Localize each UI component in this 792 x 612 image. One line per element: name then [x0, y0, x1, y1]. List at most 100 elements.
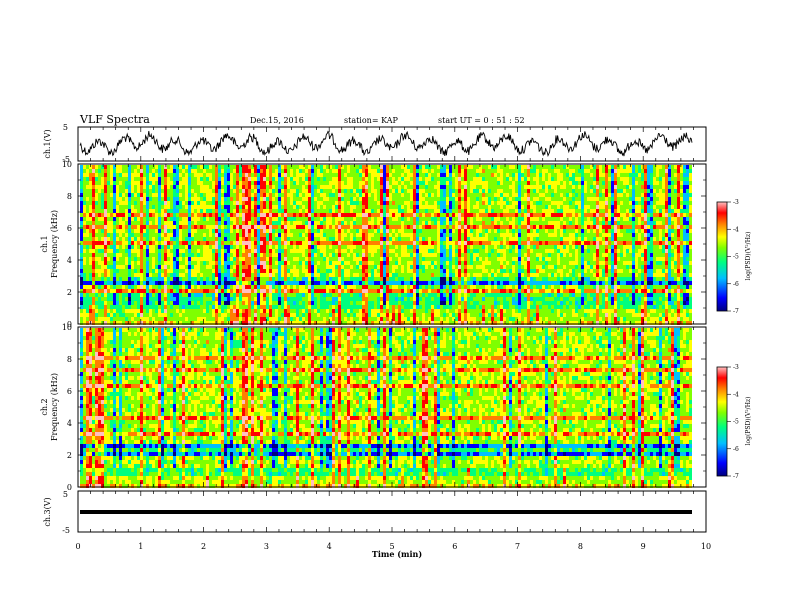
spectrogram-cell — [125, 265, 128, 269]
spectrogram-cell — [260, 253, 263, 257]
spectrogram-cell — [200, 177, 203, 181]
spectrogram-cell — [383, 261, 386, 265]
spectrogram-cell — [92, 213, 95, 217]
spectrogram-cell — [422, 205, 425, 209]
spectrogram-cell — [434, 205, 437, 209]
spectrogram-cell — [155, 217, 158, 221]
spectrogram-cell — [287, 217, 290, 221]
spectrogram-cell — [230, 209, 233, 213]
spectrogram-cell — [101, 213, 104, 217]
spectrogram-cell — [161, 181, 164, 185]
spectrogram-cell — [209, 245, 212, 249]
spectrogram-cell — [338, 217, 341, 221]
spectrogram-cell — [206, 285, 209, 289]
spectrogram-cell — [251, 293, 254, 297]
spectrogram-cell — [104, 197, 107, 201]
spectrogram-cell — [149, 173, 152, 177]
spectrogram-cell — [434, 285, 437, 289]
spectrogram-cell — [182, 233, 185, 237]
spectrogram-cell — [80, 261, 83, 265]
spectrogram-cell — [194, 241, 197, 245]
spectrogram-cell — [302, 273, 305, 277]
spectrogram-cell — [242, 277, 245, 281]
spectrogram-cell — [431, 209, 434, 213]
spectrogram-cell — [212, 217, 215, 221]
spectrogram-cell — [290, 173, 293, 177]
spectrogram-cell — [131, 205, 134, 209]
spectrogram-cell — [278, 309, 281, 313]
spectrogram-cell — [182, 305, 185, 309]
spectrogram-cell — [185, 317, 188, 321]
spectrogram-cell — [356, 257, 359, 261]
spectrogram-cell — [164, 293, 167, 297]
spectrogram-cell — [353, 193, 356, 197]
spectrogram-cell — [305, 221, 308, 225]
spectrogram-cell — [158, 233, 161, 237]
spectrogram-cell — [113, 217, 116, 221]
spectrogram-cell — [149, 201, 152, 205]
spectrogram-cell — [437, 229, 440, 233]
spectrogram-cell — [86, 229, 89, 233]
spectrogram-cell — [380, 257, 383, 261]
spectrogram-cell — [362, 197, 365, 201]
spectrogram-cell — [431, 265, 434, 269]
spectrogram-cell — [263, 309, 266, 313]
spectrogram-cell — [155, 277, 158, 281]
spectrogram-cell — [236, 209, 239, 213]
spectrogram-cell — [251, 253, 254, 257]
spectrogram-cell — [191, 197, 194, 201]
spectrogram-cell — [362, 193, 365, 197]
spectrogram-cell — [242, 241, 245, 245]
spectrogram-cell — [293, 257, 296, 261]
spectrogram-cell — [215, 225, 218, 229]
spectrogram-cell — [428, 197, 431, 201]
spectrogram-cell — [92, 197, 95, 201]
spectrogram-cell — [203, 221, 206, 225]
spectrogram-cell — [98, 309, 101, 313]
spectrogram-cell — [131, 193, 134, 197]
spectrogram-cell — [278, 261, 281, 265]
spectrogram-cell — [83, 301, 86, 305]
spectrogram-cell — [374, 217, 377, 221]
spectrogram-cell — [422, 253, 425, 257]
spectrogram-cell — [221, 233, 224, 237]
spectrogram-cell — [326, 177, 329, 181]
spectrogram-cell — [221, 217, 224, 221]
spectrogram-cell — [380, 309, 383, 313]
spectrogram-cell — [368, 221, 371, 225]
spectrogram-cell — [365, 269, 368, 273]
spectrogram-cell — [434, 181, 437, 185]
spectrogram-cell — [212, 301, 215, 305]
spectrogram-cell — [266, 265, 269, 269]
spectrogram-cell — [278, 221, 281, 225]
spectrogram-cell — [302, 285, 305, 289]
spectrogram-cell — [176, 269, 179, 273]
spectrogram-cell — [356, 189, 359, 193]
spectrogram-cell — [290, 201, 293, 205]
spectrogram-cell — [314, 313, 317, 317]
spectrogram-cell — [317, 281, 320, 285]
spectrogram-cell — [371, 185, 374, 189]
spectrogram-cell — [269, 169, 272, 173]
spectrogram-cell — [374, 253, 377, 257]
spectrogram-cell — [311, 317, 314, 321]
spectrogram-cell — [80, 205, 83, 209]
spectrogram-cell — [359, 185, 362, 189]
spectrogram-cell — [197, 297, 200, 301]
spectrogram-cell — [284, 249, 287, 253]
spectrogram-cell — [443, 273, 446, 277]
spectrogram-cell — [251, 217, 254, 221]
spectrogram-cell — [416, 169, 419, 173]
spectrogram-cell — [161, 261, 164, 265]
spectrogram-cell — [197, 245, 200, 249]
spectrogram-cell — [239, 221, 242, 225]
spectrogram-cell — [299, 301, 302, 305]
spectrogram-cell — [245, 193, 248, 197]
spectrogram-cell — [263, 301, 266, 305]
spectrogram-cell — [410, 273, 413, 277]
spectrogram-cell — [347, 293, 350, 297]
spectrogram-cell — [371, 165, 374, 169]
spectrogram-cell — [332, 309, 335, 313]
spectrogram-cell — [314, 289, 317, 293]
spectrogram-cell — [128, 269, 131, 273]
